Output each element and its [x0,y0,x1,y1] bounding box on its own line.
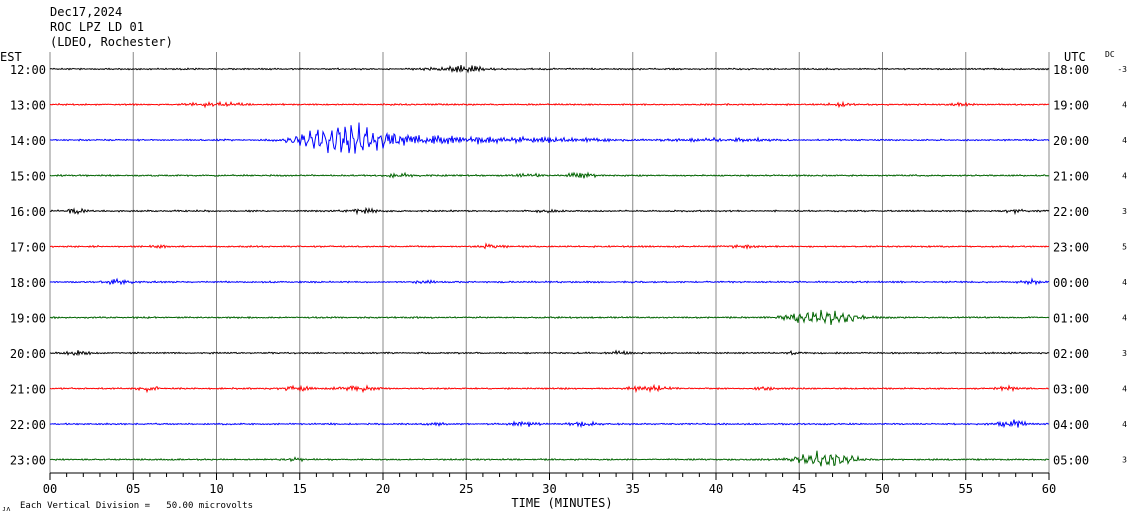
dc-value: 4 [1122,136,1127,145]
chart-network: (LDEO, Rochester) [50,35,173,49]
dc-value: 4 [1122,101,1127,110]
seismic-trace [49,383,1050,394]
vertical-grid [49,52,1050,473]
seismic-trace [49,171,1050,179]
scale-note: Each Vertical Division = 50.00 microvolt… [20,501,253,511]
seismic-trace [49,277,1050,286]
seismic-trace [49,122,1050,154]
dc-value: 4 [1122,314,1127,323]
utc-hour-label: 18:00 [1053,63,1089,77]
x-tick-label: 55 [959,482,973,496]
est-hour-label: 16:00 [10,205,46,219]
x-tick-label: 35 [626,482,640,496]
est-hour-label: 20:00 [10,347,46,361]
x-tick-label: 40 [709,482,723,496]
est-hour-label: 14:00 [10,134,46,148]
utc-hour-label: 21:00 [1053,170,1089,184]
est-hour-label: 12:00 [10,63,46,77]
x-tick-label: 05 [126,482,140,496]
x-tick-label: 50 [875,482,889,496]
est-hour-label: 19:00 [10,312,46,326]
x-axis-label: TIME (MINUTES) [511,496,612,510]
seismic-trace [49,309,1050,326]
x-tick-label: 20 [376,482,390,496]
est-hour-label: 13:00 [10,99,46,113]
x-tick-label: 00 [43,482,57,496]
est-hour-label: 15:00 [10,170,46,184]
est-hour-label: 23:00 [10,454,46,468]
dc-value: 4 [1122,172,1127,181]
utc-hour-label: 05:00 [1053,454,1089,468]
right-axis-label: UTC [1064,50,1086,64]
trace-group [49,65,1050,467]
seismic-trace [49,349,1050,357]
utc-hour-label: 19:00 [1053,99,1089,113]
dc-value: -3 [1117,65,1127,74]
dc-label: DC [1105,50,1115,59]
utc-hour-label: 20:00 [1053,134,1089,148]
dc-value: 4 [1122,385,1127,394]
dc-value: 3 [1122,349,1127,358]
left-axis-label: EST [0,50,22,64]
est-hour-label: 21:00 [10,383,46,397]
x-tick-label: 45 [792,482,806,496]
x-tick-label: 10 [209,482,223,496]
utc-hour-label: 22:00 [1053,205,1089,219]
seismic-trace [49,419,1050,429]
est-hour-label: 18:00 [10,276,46,290]
seismic-trace [49,450,1050,467]
est-hour-label: 22:00 [10,418,46,432]
est-hour-label: 17:00 [10,241,46,255]
utc-hour-label: 03:00 [1053,383,1089,397]
seismic-trace [49,100,1050,109]
row-labels: 12:00 18:00 -3 13:00 19:00 4 14:00 20:00 4 15:00 2… [10,63,1127,468]
dc-value: 5 [1122,243,1127,252]
dc-value: 4 [1122,420,1127,429]
seismic-trace [49,242,1050,250]
scale-glyph-icon: ᴊᴧ [2,505,10,513]
x-tick-label: 60 [1042,482,1056,496]
utc-hour-label: 23:00 [1053,241,1089,255]
x-tick-label: 15 [293,482,307,496]
utc-hour-label: 00:00 [1053,276,1089,290]
utc-hour-label: 02:00 [1053,347,1089,361]
dc-value: 4 [1122,278,1127,287]
chart-station: ROC LPZ LD 01 [50,20,144,34]
seismic-trace [49,65,1050,74]
x-tick-label: 30 [542,482,556,496]
utc-hour-label: 04:00 [1053,418,1089,432]
chart-date: Dec17,2024 [50,5,122,19]
utc-hour-label: 01:00 [1053,312,1089,326]
dc-value: 3 [1122,207,1127,216]
x-tick-label: 25 [459,482,473,496]
x-axis: 00 05 10 15 20 25 30 35 40 45 50 55 60 [43,472,1056,496]
seismic-trace [49,206,1050,216]
dc-value: 3 [1122,456,1127,465]
